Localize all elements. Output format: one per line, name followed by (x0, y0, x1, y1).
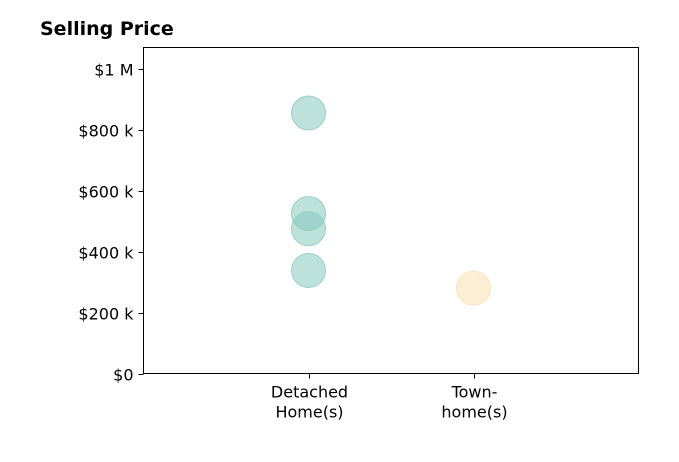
data-points (291, 95, 491, 306)
data-point (291, 211, 326, 247)
x-tick-label: Town- (451, 383, 498, 402)
y-tick-label: $200 k (78, 305, 134, 324)
y-tick-label: $1 M (94, 61, 133, 80)
y-axis: $0 $200 k $400 k $600 k $800 k $1 M (78, 61, 144, 385)
data-point (291, 253, 326, 289)
data-point (291, 95, 326, 131)
y-tick-label: $0 (113, 366, 133, 385)
y-tick-label: $400 k (78, 244, 134, 263)
y-tick-label: $600 k (78, 183, 134, 202)
data-point (456, 270, 491, 306)
x-tick-label: Detached (271, 383, 348, 402)
plot-area (143, 47, 639, 374)
x-tick-label: Home(s) (275, 403, 343, 422)
chart-title: Selling Price (40, 18, 174, 40)
x-tick-label: home(s) (441, 403, 507, 422)
y-tick-label: $800 k (78, 122, 134, 141)
